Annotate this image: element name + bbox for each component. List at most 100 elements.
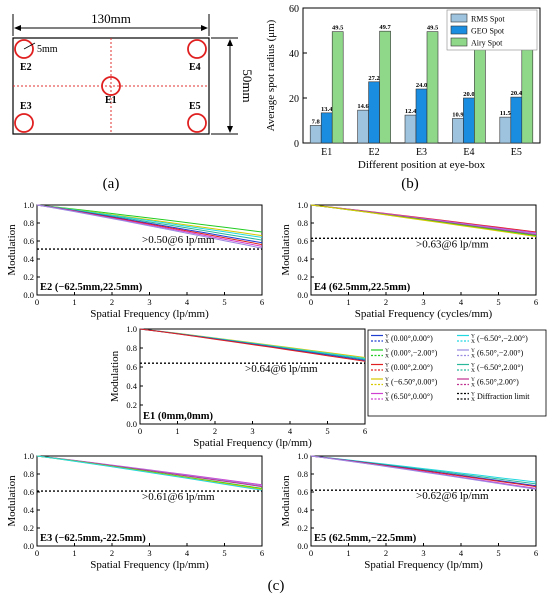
mtf-ytick-label: 0.0 — [297, 290, 308, 300]
bar-value-label: 13.4 — [321, 106, 333, 113]
legend-label: Airy Spot — [471, 39, 503, 48]
legend-x-letter: X — [385, 339, 389, 345]
legend-y-letter: Y — [385, 363, 389, 369]
mtf-ytick-label: 1.0 — [297, 451, 308, 461]
mtf-xtick-label: 6 — [534, 297, 538, 307]
bar-value-label: 49.5 — [332, 25, 344, 32]
legend-field-label: (0.00°,0.00°) — [391, 334, 433, 343]
bar-legend: RMS Spot GEO Spot Airy Spot — [446, 9, 538, 51]
bar-value-label: 49.5 — [427, 25, 439, 32]
mtf-xtick-label: 1 — [72, 297, 76, 307]
mtf-xtick-label: 4 — [288, 426, 293, 436]
mtf-position-label: E3 (−62.5mm,-22.5mm) — [40, 533, 146, 544]
mtf-ytick-label: 0.6 — [23, 236, 34, 246]
arrow-down-icon — [227, 126, 233, 133]
mtf-ytick-label: 1.0 — [23, 451, 34, 461]
bar-geo-spot — [510, 96, 523, 144]
mtf-x-axis-title: Spatial Frequency (cycles/mm) — [355, 308, 493, 320]
bar-category-label: E2 — [369, 147, 380, 158]
mtf-xtick-label: 5 — [222, 297, 226, 307]
height-label: 50mm — [240, 69, 255, 102]
radius-label: 5mm — [37, 44, 58, 55]
mtf-xtick-label: 6 — [260, 548, 264, 558]
mtf-ytick-label: 0.8 — [126, 343, 137, 353]
bar-rms-spot — [452, 118, 464, 144]
mtf-series-line — [36, 455, 263, 491]
mtf-ytick-label: 0.4 — [297, 505, 308, 515]
mtf-xtick-label: 3 — [421, 548, 425, 558]
bar-x-axis-title: Different position at eye-box — [358, 159, 486, 171]
mtf-xtick-label: 5 — [496, 548, 500, 558]
mtf-xtick-label: 4 — [185, 297, 190, 307]
mtf-xtick-label: 1 — [346, 297, 350, 307]
mtf-x-axis-title: Spatial Frequency (lp/mm) — [193, 437, 312, 449]
mtf-xtick-label: 0 — [138, 426, 142, 436]
bar-value-label: 14.6 — [357, 103, 369, 110]
mtf-annotation: >0.50@6 lp/mm — [142, 234, 215, 246]
legend-field-label: (0.00°,−2.00°) — [391, 349, 438, 358]
mtf-xtick-label: 0 — [35, 297, 39, 307]
bar-category-label: E4 — [463, 147, 474, 158]
arrow-right-icon — [201, 25, 208, 31]
mtf-ytick-label: 0.0 — [23, 541, 34, 551]
mtf-y-axis-title: Modulation — [280, 475, 292, 527]
bar-ytick-label: 20 — [289, 94, 299, 105]
mtf-ytick-label: 1.0 — [126, 324, 137, 334]
bar-rms-spot — [309, 125, 322, 144]
mtf-xtick-label: 1 — [175, 426, 179, 436]
label-e2: E2 — [20, 62, 32, 73]
mtf-ytick-label: 0.4 — [23, 254, 34, 264]
legend-x-letter: X — [471, 339, 475, 345]
mtf-ytick-label: 0.2 — [23, 272, 34, 282]
bar-value-label: 11.5 — [500, 110, 512, 117]
eyebox-diagram: 130mm 50mm 5mm E2 E4 E1 E3 E5 — [12, 11, 255, 135]
mtf-xtick-label: 3 — [250, 426, 254, 436]
mtf-x-axis-title: Spatial Frequency (lp/mm) — [90, 559, 209, 571]
bar-geo-spot — [415, 88, 428, 144]
mtf-position-label: E5 (62.5mm,−22.5mm) — [314, 533, 417, 544]
mtf-chart-e1: 0 1 2 3 4 5 6 0.0 0.2 0.4 0.6 0.8 1.0 >0.64@6 lp/mm E1… — [109, 324, 367, 449]
legend-x-letter: X — [471, 354, 475, 360]
bar-value-label: 7.8 — [312, 118, 321, 125]
bar-value-label: 27.2 — [368, 75, 379, 82]
legend-field-label: (6.50°,−2.00°) — [477, 349, 524, 358]
panel-label-b: (b) — [401, 176, 419, 192]
bar-category-label: E5 — [511, 147, 522, 158]
bar-value-label: 49.7 — [379, 24, 391, 31]
legend-x-letter: X — [471, 383, 475, 389]
mtf-ytick-label: 0.2 — [126, 400, 137, 410]
panel-label-a: (a) — [103, 176, 120, 192]
bar-ytick-label: 40 — [289, 49, 299, 60]
bar-rms-spot — [404, 114, 417, 144]
legend-field-label: (6.50°,2.00°) — [477, 378, 519, 387]
bar-geo-spot — [368, 81, 380, 144]
mtf-ytick-label: 0.8 — [297, 469, 308, 479]
panel-label-c: (c) — [268, 578, 285, 594]
mtf-xtick-label: 2 — [213, 426, 217, 436]
bar-value-label: 20.0 — [463, 91, 474, 98]
mtf-ytick-label: 1.0 — [23, 200, 34, 210]
mtf-xtick-label: 0 — [35, 548, 39, 558]
label-e1: E1 — [105, 95, 117, 106]
bar-airy-spot — [379, 30, 391, 144]
mtf-xtick-label: 3 — [421, 297, 425, 307]
mtf-ytick-label: 0.4 — [23, 505, 34, 515]
legend-y-letter: Y — [471, 348, 475, 354]
legend-x-letter: X — [385, 383, 389, 389]
legend-field-label: (0.00°,2.00°) — [391, 363, 433, 372]
mtf-ytick-label: 0.2 — [23, 523, 34, 533]
mtf-ytick-label: 0.4 — [297, 254, 308, 264]
bar-category-label: E1 — [321, 147, 332, 158]
bar-ytick-label: 60 — [289, 4, 299, 15]
circle-e1 — [101, 76, 121, 96]
mtf-x-axis-title: Spatial Frequency (lp/mm) — [364, 559, 483, 571]
mtf-y-axis-title: Modulation — [6, 475, 18, 527]
mtf-xtick-label: 4 — [459, 548, 464, 558]
bar-geo-spot — [320, 112, 333, 144]
label-e5: E5 — [189, 101, 201, 112]
arrow-up-icon — [227, 39, 233, 46]
mtf-annotation: >0.63@6 lp/mm — [416, 238, 489, 250]
legend-y-letter: Y — [471, 377, 475, 383]
mtf-series-line — [36, 204, 263, 233]
